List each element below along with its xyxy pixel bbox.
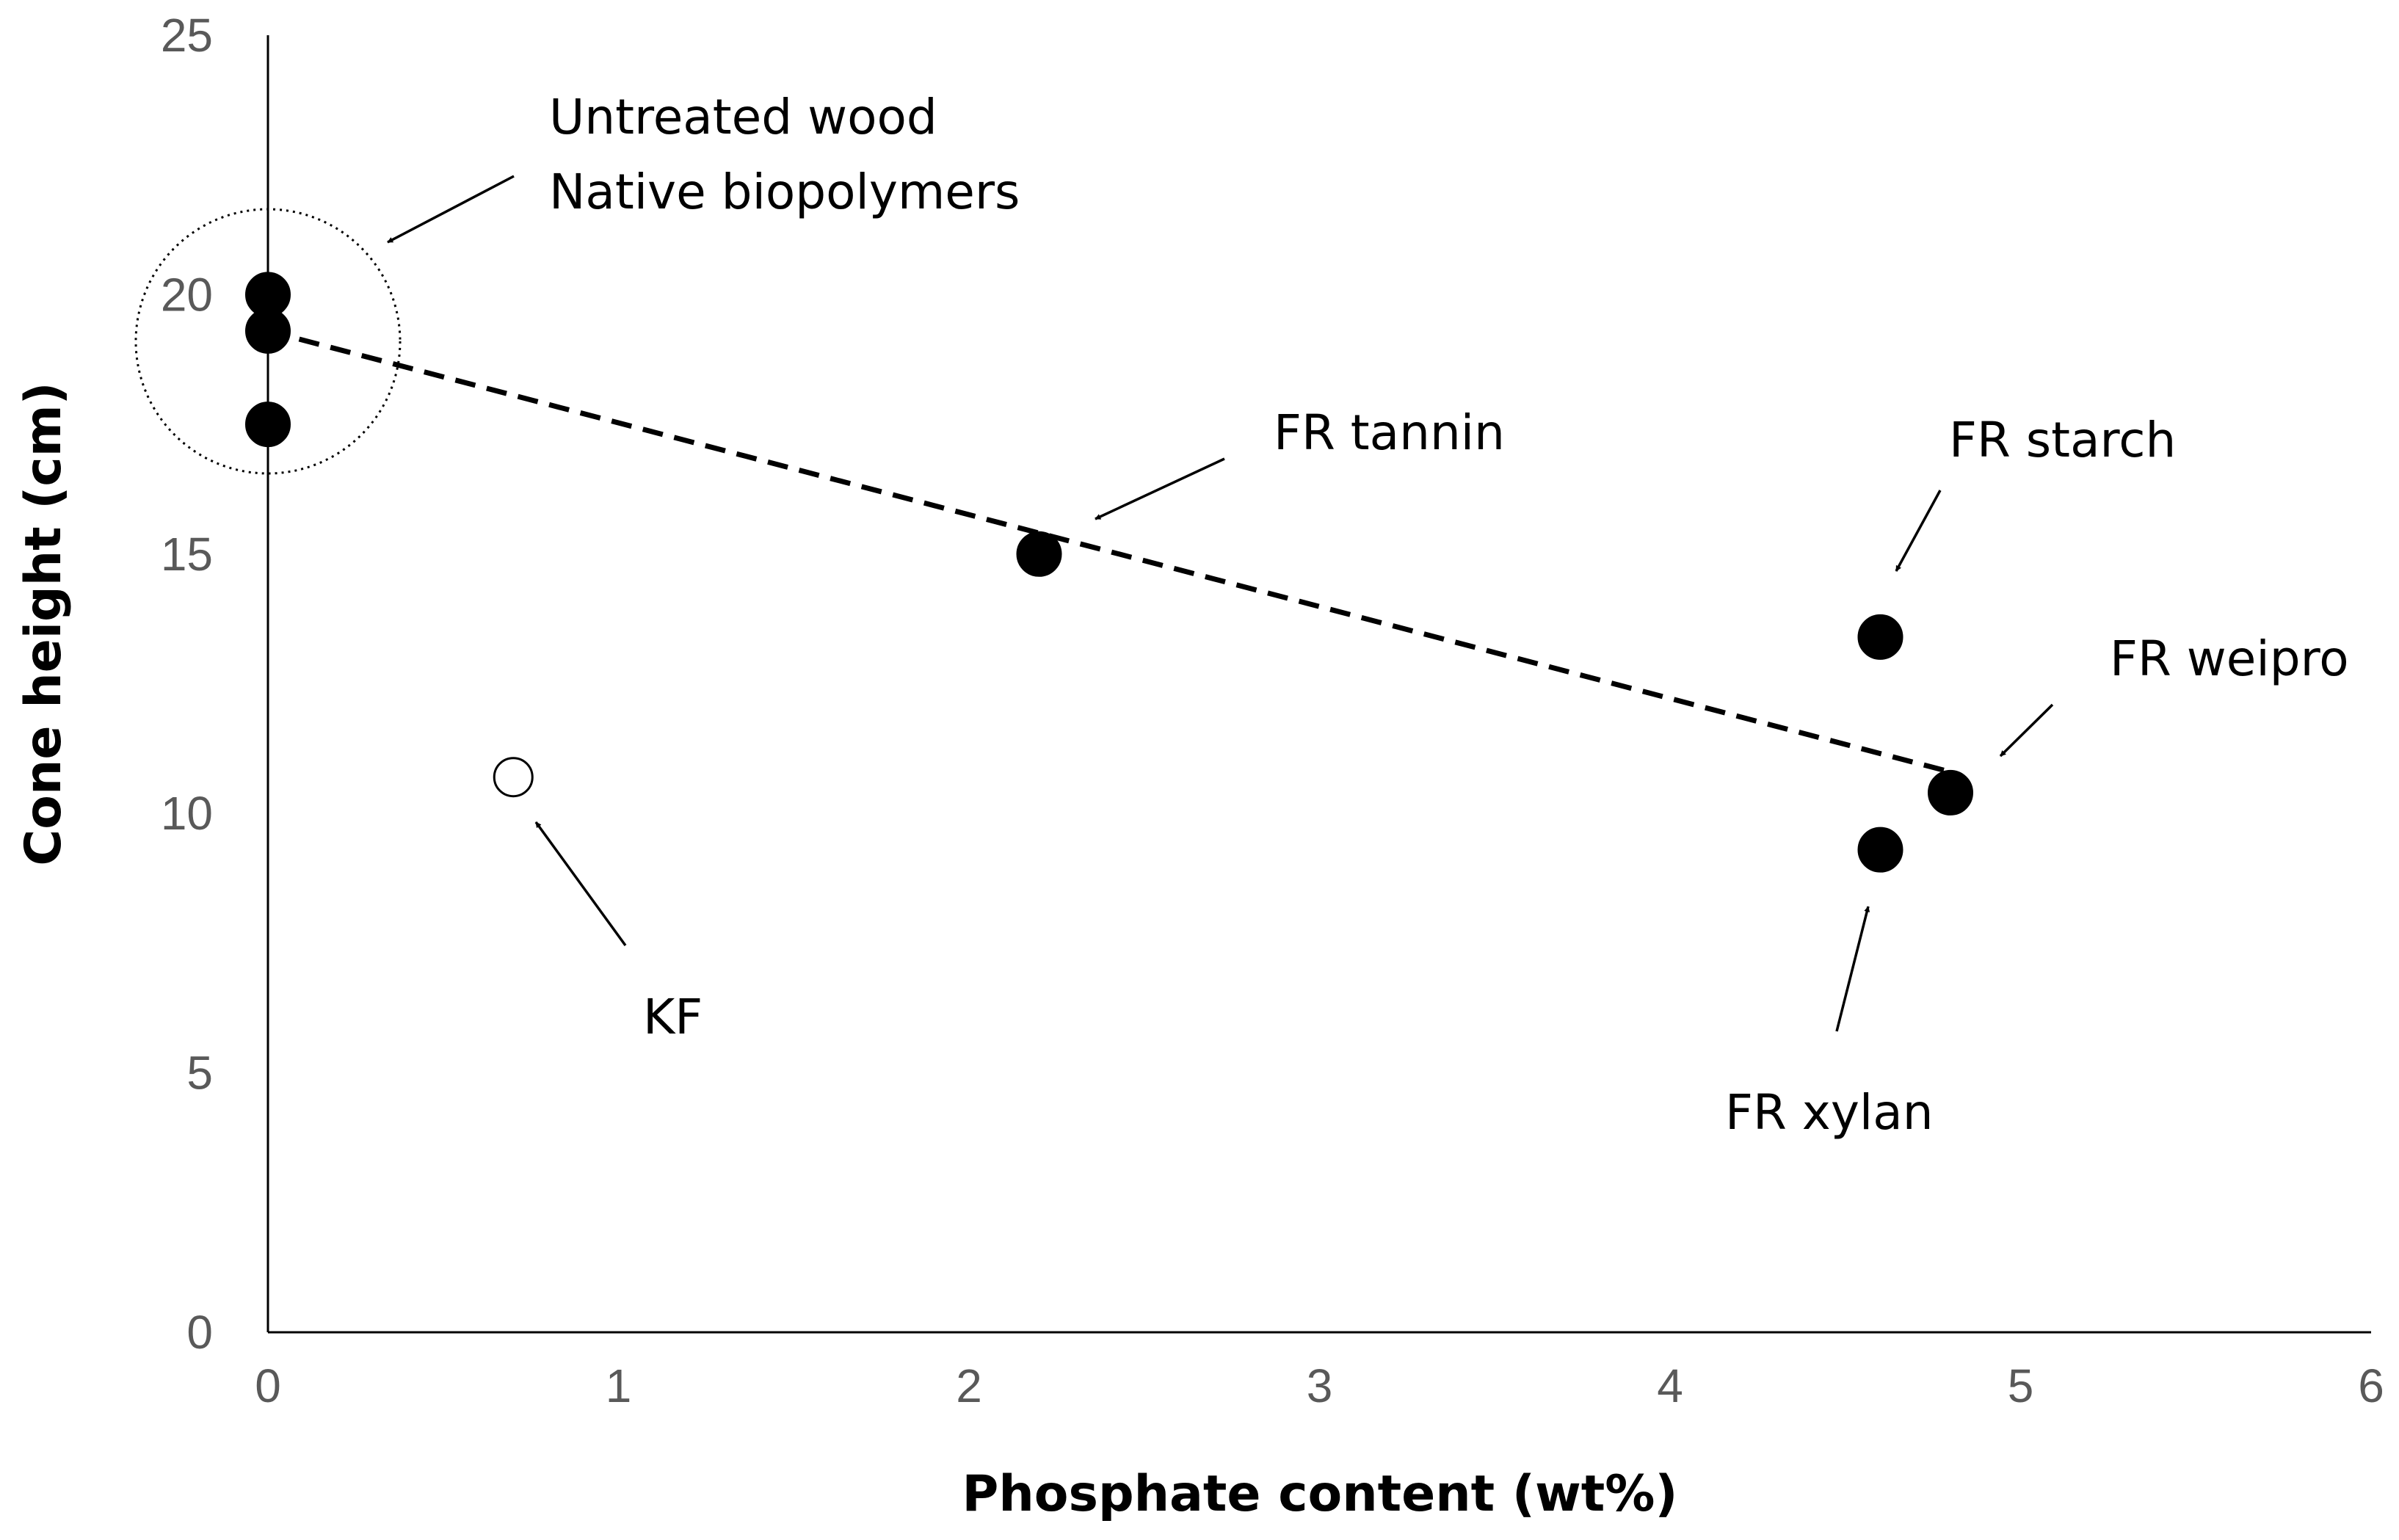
annotation-arrow xyxy=(387,175,515,244)
y-tick-label: 15 xyxy=(161,528,213,581)
y-tick-label: 10 xyxy=(161,787,213,840)
annotation-arrow xyxy=(534,821,627,947)
y-tick-label: 25 xyxy=(161,9,213,62)
x-tick-label: 4 xyxy=(1657,1359,1683,1412)
annotation-label: FR xylan xyxy=(1725,1084,1934,1141)
x-tick-label: 2 xyxy=(956,1359,982,1412)
x-tick-label: 1 xyxy=(606,1359,632,1412)
y-axis-title: Cone height (cm) xyxy=(15,382,73,865)
data-point xyxy=(245,308,291,354)
data-point xyxy=(1928,769,1973,816)
plot-area: 0 1 2 3 4 5 6 0 5 10 15 20 25 Untreated wood Native bi… xyxy=(134,9,2384,1412)
data-point xyxy=(1857,827,1903,873)
annotation-label: FR starch xyxy=(1949,412,2176,468)
annotation-label: FR weipro xyxy=(2110,631,2349,687)
x-tick-label: 6 xyxy=(2358,1359,2384,1412)
highlight-circle xyxy=(134,208,402,475)
annotation-arrow xyxy=(1095,457,1225,520)
annotation-label: FR tannin xyxy=(1274,404,1505,461)
annotation-arrow xyxy=(1835,906,1870,1032)
trendline xyxy=(267,328,1951,775)
data-point xyxy=(1016,531,1062,577)
annotation-arrow xyxy=(1895,490,1942,572)
annotation-label: Native biopolymers xyxy=(549,164,1020,220)
y-tick-label: 5 xyxy=(186,1047,213,1100)
x-axis-title: Phosphate content (wt%) xyxy=(962,1465,1678,1523)
x-tick-label: 0 xyxy=(255,1359,281,1412)
data-point xyxy=(245,402,291,448)
y-tick-label: 20 xyxy=(161,268,213,321)
data-point xyxy=(1857,614,1903,660)
x-tick-label: 5 xyxy=(2008,1359,2034,1412)
data-point-hollow xyxy=(493,757,534,798)
annotation-arrow xyxy=(1999,703,2054,758)
y-tick-label: 0 xyxy=(186,1306,213,1359)
annotation-label: Untreated wood xyxy=(549,89,937,145)
annotation-label: KF xyxy=(643,989,703,1045)
x-tick-label: 3 xyxy=(1307,1359,1333,1412)
